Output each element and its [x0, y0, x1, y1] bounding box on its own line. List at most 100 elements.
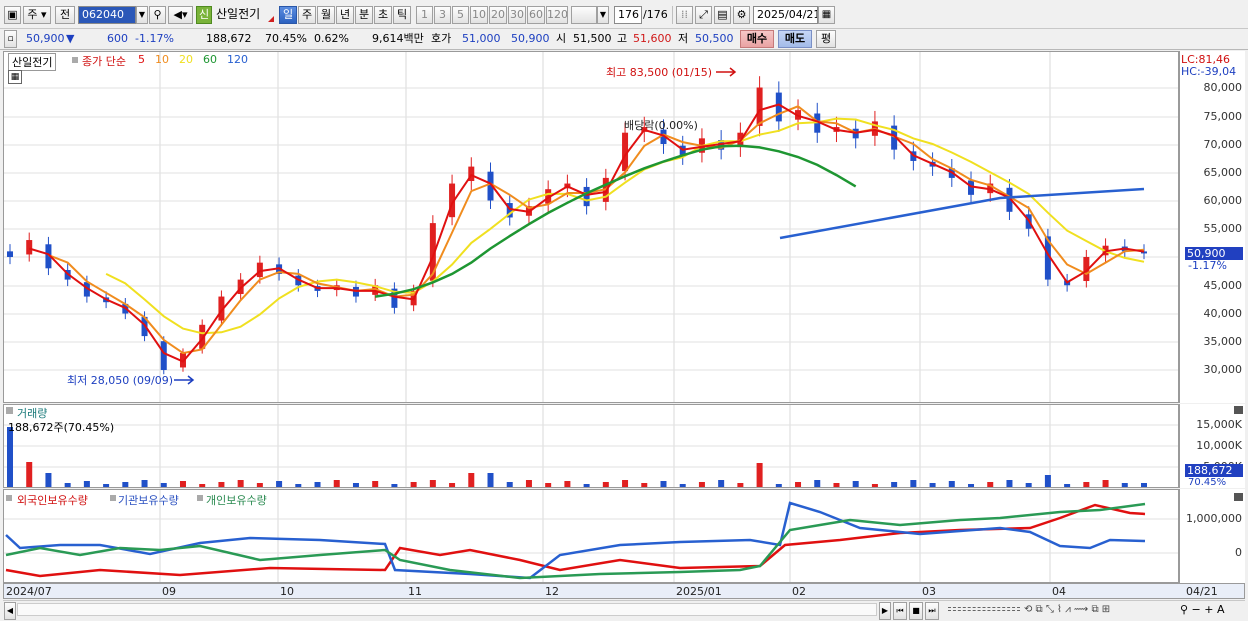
speaker-icon[interactable]: ◀▾: [168, 6, 193, 24]
period-button-5[interactable]: 초: [374, 6, 392, 24]
volume-bar: [795, 482, 802, 487]
candle: [45, 244, 52, 269]
period-button-0[interactable]: 일: [279, 6, 297, 24]
holding-panel[interactable]: [3, 489, 1179, 583]
price-y-tick: 40,000: [1203, 307, 1243, 320]
ma20-line: [105, 117, 1145, 335]
volume-bar: [910, 480, 917, 487]
gear-icon[interactable]: ⚙: [733, 6, 750, 24]
flag-icon: [268, 16, 274, 22]
period-button-6[interactable]: 틱: [393, 6, 411, 24]
volume-bar: [7, 427, 13, 487]
volume-bar: [852, 481, 859, 487]
price-panel-title[interactable]: 산일전기: [8, 53, 57, 71]
interval-button-10[interactable]: 10: [470, 6, 488, 24]
volume-bar: [698, 482, 705, 487]
volume-bar: [160, 483, 167, 487]
volume-bar: [987, 482, 994, 487]
period-button-4[interactable]: 분: [355, 6, 373, 24]
tool-icons[interactable]: ⟲ ⧉ ⤡ ⌇ ⩘ ⟿ ⧉ ⊞: [1024, 604, 1111, 615]
eval-button[interactable]: 평: [816, 30, 836, 48]
volume-bar: [1064, 484, 1071, 487]
volume-bar: [871, 484, 878, 487]
volume-bar: [1121, 483, 1128, 487]
interval-button-5[interactable]: 5: [452, 6, 469, 24]
save-icon[interactable]: ▤: [714, 6, 731, 24]
x-axis-label: 2024/07: [6, 585, 52, 598]
x-axis: [3, 583, 1245, 599]
x-axis-label: 04: [1052, 585, 1066, 598]
price-y-tick: 75,000: [1203, 110, 1243, 123]
open-price: 51,500: [573, 32, 612, 45]
volume-bar: [564, 481, 571, 487]
volume-bar: [218, 482, 225, 487]
volume-bar: [487, 473, 494, 487]
code-dropdown-icon[interactable]: ▼: [136, 6, 148, 24]
jeon-button[interactable]: 전: [55, 6, 75, 24]
code-input[interactable]: 062040: [78, 6, 136, 24]
volume-bar: [602, 482, 609, 487]
interval-custom-select[interactable]: [571, 6, 597, 24]
holding-panel-close-icon[interactable]: [1234, 493, 1243, 501]
search-icon[interactable]: ⚲: [149, 6, 166, 24]
volume-bar: [276, 481, 283, 487]
interval-button-60[interactable]: 60: [527, 6, 545, 24]
interval-button-3[interactable]: 3: [434, 6, 451, 24]
date-input[interactable]: 2025/04/21: [753, 6, 818, 24]
period-button-3[interactable]: 년: [336, 6, 354, 24]
high-label: 고: [617, 32, 628, 45]
volume-y-tick: 15,000K: [1196, 418, 1242, 431]
interval-button-120[interactable]: 120: [546, 6, 568, 24]
volume-bar: [1044, 475, 1051, 487]
interval-button-30[interactable]: 30: [508, 6, 526, 24]
volume-bar: [718, 480, 725, 487]
price-y-tick: 60,000: [1203, 194, 1243, 207]
last-icon[interactable]: ⏭: [925, 602, 939, 620]
volume-value-label: 188,672주(70.45%): [8, 421, 115, 434]
volume-bar: [641, 483, 648, 487]
period-button-2[interactable]: 월: [317, 6, 335, 24]
volume-bar: [1083, 482, 1090, 487]
volume-bar: [314, 482, 321, 487]
scroll-track[interactable]: [17, 603, 877, 616]
scroll-left-icon[interactable]: ◀: [4, 602, 16, 620]
count-input[interactable]: 176: [614, 6, 642, 24]
holding-y-tick: 0: [1235, 546, 1242, 559]
interval-dropdown-icon[interactable]: ▼: [597, 6, 609, 24]
type-label: 주: [27, 8, 38, 21]
stop-icon[interactable]: ■: [909, 602, 923, 620]
ask-label: 호가: [431, 32, 452, 45]
price-y-axis: [1179, 51, 1245, 403]
price-panel[interactable]: [3, 51, 1179, 403]
type-select[interactable]: 주 ▾: [23, 6, 51, 24]
price-y-tick: 45,000: [1203, 279, 1243, 292]
candle: [1083, 257, 1090, 282]
volume-title[interactable]: 거래량: [17, 407, 48, 420]
draw-icon[interactable]: ⤢: [695, 6, 712, 24]
ma-legend-5: 5: [138, 53, 145, 66]
first-icon[interactable]: ⏮: [893, 602, 907, 620]
volume-panel-close-icon[interactable]: [1234, 406, 1243, 414]
interval-button-20[interactable]: 20: [489, 6, 507, 24]
quote-window-icon[interactable]: ▫: [4, 30, 17, 48]
zoom-icons[interactable]: ⚲ − + A: [1180, 603, 1225, 616]
interval-button-1[interactable]: 1: [416, 6, 433, 24]
zoom-slider[interactable]: [948, 607, 1020, 611]
candle: [487, 171, 494, 201]
volume-bar: [26, 462, 33, 487]
period-button-1[interactable]: 주: [298, 6, 316, 24]
buy-button[interactable]: 매수: [740, 30, 774, 48]
table-icon[interactable]: ▦: [8, 70, 22, 84]
volume-bar: [468, 473, 475, 487]
sell-button[interactable]: 매도: [778, 30, 812, 48]
volume-bar: [1006, 480, 1013, 487]
volume-tag: 188,672: [1185, 464, 1243, 477]
candle: [218, 296, 225, 321]
volume-bar: [506, 482, 513, 487]
scroll-right-icon[interactable]: ▶: [879, 602, 891, 620]
grid-icon[interactable]: ⁞⁞: [676, 6, 693, 24]
calendar-icon[interactable]: ▦: [818, 6, 835, 24]
volume-bar: [333, 480, 340, 487]
window-icon[interactable]: ▣: [4, 6, 21, 24]
